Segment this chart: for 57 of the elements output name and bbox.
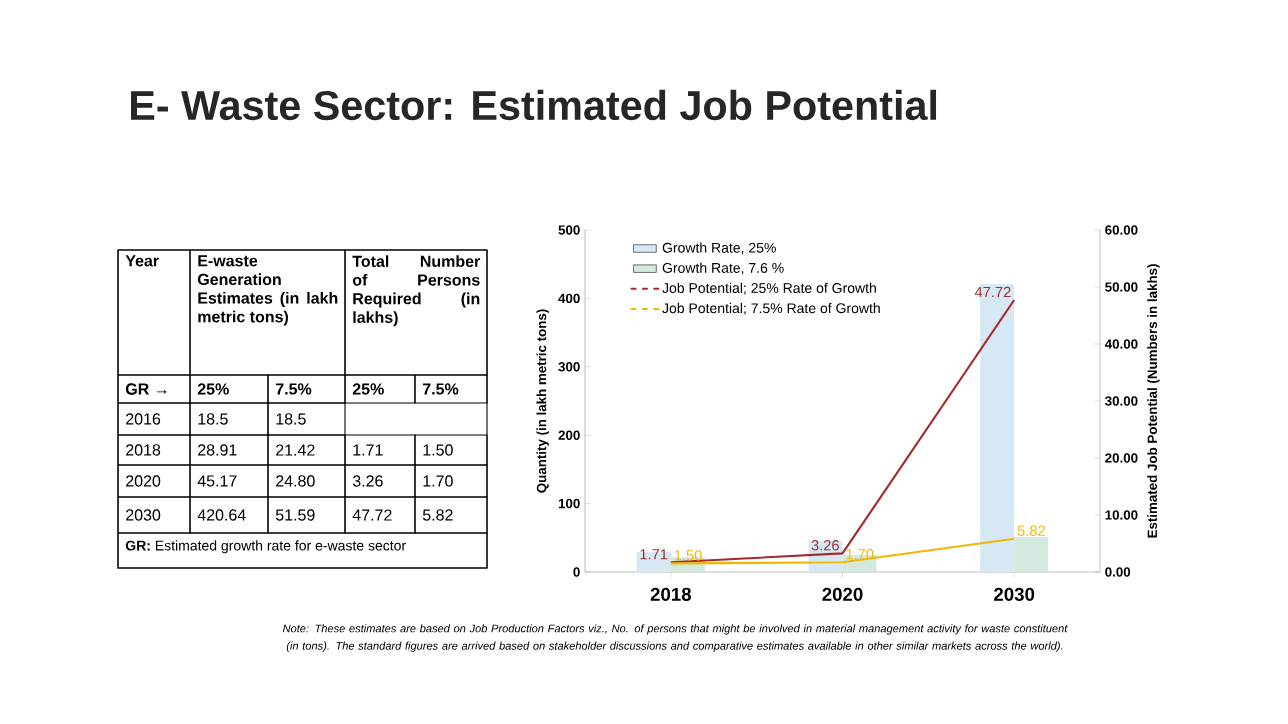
data-label: 3.26 [811, 540, 839, 551]
y2-tick-label: 20.00 [1105, 453, 1138, 463]
text: 2018 [126, 444, 161, 456]
data-label: 47.72 [974, 286, 1011, 298]
y-tick-label: 200 [558, 430, 580, 440]
data-label: 1.50 [674, 550, 702, 561]
text: Total Number of Persons Required (in lakhs) [352, 255, 481, 327]
text: 1.70 [423, 475, 453, 487]
y-tick-label: 300 [558, 362, 580, 372]
chart-title: E- Waste Sector: Estimated Job Potential [131, 89, 937, 121]
text: 25% [352, 383, 384, 395]
text: 7.5% [275, 383, 312, 395]
text: 1.50 [423, 444, 453, 456]
y-axis-title: Quantity (in lakh metric tons) [536, 309, 549, 493]
y-tick-label: 100 [558, 498, 580, 509]
bar [1014, 536, 1049, 572]
text: 7.5% [422, 383, 459, 395]
text: 51.59 [275, 509, 315, 521]
text: GR: Estimated growth rate for e-waste sector [125, 540, 406, 554]
legend-label: Growth Rate, 25% [662, 242, 776, 255]
y2-tick-label: 50.00 [1105, 282, 1138, 292]
data-label: 1.71 [640, 549, 668, 560]
x-tick-label: 2018 [650, 587, 692, 601]
text: 28.91 [198, 444, 237, 456]
y2-tick-label: 40.00 [1104, 339, 1138, 349]
text: GR → [125, 383, 167, 395]
text: 18.5 [198, 413, 228, 425]
y-tick-label: 500 [558, 225, 580, 235]
x-tick-label: 2020 [822, 587, 863, 601]
legend-label: Job Potential; 25% Rate of Growth [662, 282, 876, 295]
text: 2016 [126, 413, 161, 425]
legend-label: Growth Rate, 7.6 % [662, 262, 784, 275]
text: 25% [197, 383, 229, 395]
y2-tick-label: 60.00 [1105, 225, 1138, 235]
text: 18.5 [276, 413, 306, 425]
y-tick-label: 0 [573, 567, 580, 577]
text: E-waste Generation Estimates (in lakh metric tons) [197, 255, 338, 326]
y-tick-label: 400 [558, 293, 580, 304]
text: 45.17 [197, 475, 237, 487]
text: 21.42 [276, 444, 315, 456]
y2-tick-label: 10.00 [1105, 510, 1138, 520]
text: 24.80 [276, 475, 315, 487]
text: 1.71 [353, 444, 383, 456]
data-label: 5.82 [1017, 525, 1045, 536]
text: Year [125, 255, 159, 267]
text: 47.72 [352, 509, 392, 521]
y2-axis-title: Estimated Job Potential (Numbers in lakhs) [1147, 264, 1160, 538]
text: 5.82 [422, 509, 453, 521]
y2-tick-label: 30.00 [1105, 396, 1138, 406]
text: 420.64 [197, 509, 246, 521]
text: 2030 [126, 509, 161, 521]
text: 3.26 [352, 475, 383, 487]
y2-tick-label: 0.00 [1105, 567, 1131, 577]
text: 2020 [126, 475, 161, 487]
text: Note: These estimates are based on Job Production Factors viz., No. of persons that might be involved in material management activity for waste constituent (in tons). The standard figures are arrived based on stakeholder discussions and comparative estimates available in other similar markets across the world). [282, 624, 1068, 652]
legend-label: Job Potential; 7.5% Rate of Growth [662, 302, 880, 315]
x-tick-label: 2030 [994, 587, 1035, 601]
